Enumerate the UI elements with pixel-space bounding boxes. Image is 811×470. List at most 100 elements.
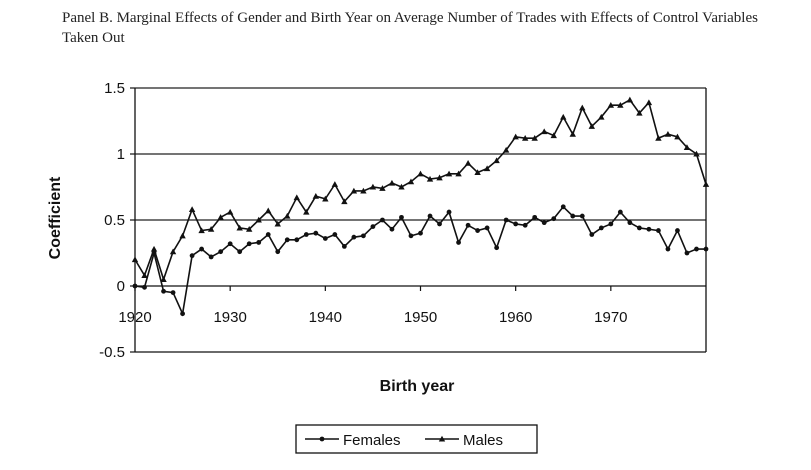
data-point-females — [208, 254, 214, 260]
x-axis-label: Birth year — [380, 378, 455, 395]
data-point-females — [494, 245, 500, 251]
data-point-males — [541, 128, 548, 135]
data-point-females — [246, 241, 252, 247]
data-point-males — [217, 214, 224, 220]
data-point-females — [218, 249, 224, 255]
data-point-females — [237, 249, 243, 255]
data-point-females — [694, 246, 699, 252]
data-point-females — [522, 222, 528, 228]
data-point-females — [180, 311, 185, 317]
data-point-males — [702, 181, 710, 187]
data-point-females — [646, 226, 652, 232]
data-point-females — [275, 249, 281, 255]
data-point-males — [207, 226, 215, 232]
data-point-males — [150, 245, 158, 252]
data-point-males — [226, 208, 234, 215]
y-tick-label: 0 — [117, 278, 125, 295]
data-point-males — [607, 101, 615, 108]
data-point-females — [570, 213, 576, 219]
data-point-males — [436, 174, 443, 181]
data-point-males — [198, 227, 205, 234]
data-point-males — [360, 187, 367, 194]
data-point-females — [598, 225, 604, 231]
data-point-males — [398, 183, 405, 190]
data-point-females — [284, 237, 290, 243]
data-point-females — [560, 204, 566, 210]
data-point-females — [370, 224, 376, 230]
legend: Females Males — [295, 424, 538, 454]
data-point-males — [655, 134, 662, 141]
data-point-males — [569, 131, 576, 137]
data-point-females — [665, 246, 671, 252]
data-point-males — [417, 170, 424, 177]
data-point-males — [664, 131, 672, 137]
x-tick-label: 1930 — [213, 309, 246, 326]
data-point-males — [588, 123, 595, 129]
data-point-females — [418, 230, 423, 236]
series-layer — [131, 96, 710, 317]
y-tick-label: 1.5 — [104, 80, 125, 97]
data-point-females — [351, 234, 357, 240]
data-point-females — [475, 228, 480, 233]
data-point-females — [427, 213, 433, 219]
data-point-males — [274, 220, 281, 227]
data-point-males — [560, 113, 567, 120]
data-point-males — [445, 170, 453, 177]
data-point-females — [551, 216, 557, 222]
data-point-females — [541, 220, 547, 226]
data-point-females — [703, 246, 709, 252]
x-tick-label: 1920 — [118, 309, 151, 326]
data-point-females — [303, 232, 309, 237]
y-tick-label: 0.5 — [104, 212, 125, 229]
data-point-males — [550, 132, 557, 139]
data-point-females — [170, 290, 176, 295]
data-point-females — [227, 241, 233, 247]
data-point-males — [512, 133, 519, 140]
data-point-males — [341, 198, 348, 205]
data-point-males — [169, 248, 177, 255]
x-tick-label: 1950 — [404, 309, 437, 326]
data-point-females — [332, 232, 338, 237]
data-point-males — [331, 181, 339, 187]
data-point-males — [626, 96, 634, 103]
data-point-females — [446, 209, 452, 215]
data-point-males — [683, 144, 691, 150]
data-point-females — [132, 283, 138, 289]
legend-label: Males — [463, 432, 503, 449]
data-point-males — [293, 194, 300, 201]
data-point-females — [408, 233, 414, 239]
legend-label: Females — [343, 432, 401, 449]
data-point-females — [608, 221, 614, 227]
y-tick-label: -0.5 — [99, 344, 125, 361]
data-point-females — [656, 228, 661, 233]
data-point-males — [188, 206, 196, 212]
data-point-males — [502, 146, 510, 153]
data-point-males — [350, 187, 358, 194]
data-point-males — [236, 224, 243, 231]
data-point-males — [407, 178, 415, 185]
data-point-females — [532, 214, 538, 220]
legend-marker — [319, 436, 325, 442]
data-point-females — [589, 232, 595, 237]
data-point-males — [521, 134, 529, 141]
series-line-females — [134, 205, 706, 317]
y-tick-label: 1 — [117, 146, 125, 163]
data-point-males — [474, 169, 481, 176]
data-point-females — [161, 288, 166, 294]
data-point-males — [322, 195, 329, 202]
data-point-males — [617, 101, 624, 108]
data-point-males — [426, 175, 434, 182]
data-point-males — [284, 212, 291, 219]
data-point-males — [312, 193, 320, 199]
data-point-females — [142, 284, 147, 290]
x-tick-label: 1970 — [594, 309, 627, 326]
data-point-females — [465, 222, 471, 228]
data-point-females — [294, 237, 300, 243]
data-point-males — [598, 113, 605, 120]
data-point-females — [636, 225, 642, 231]
legend-item-males: Males — [425, 432, 503, 449]
data-point-females — [322, 236, 328, 241]
legend-item-females: Females — [305, 432, 401, 449]
data-point-males — [255, 216, 262, 223]
